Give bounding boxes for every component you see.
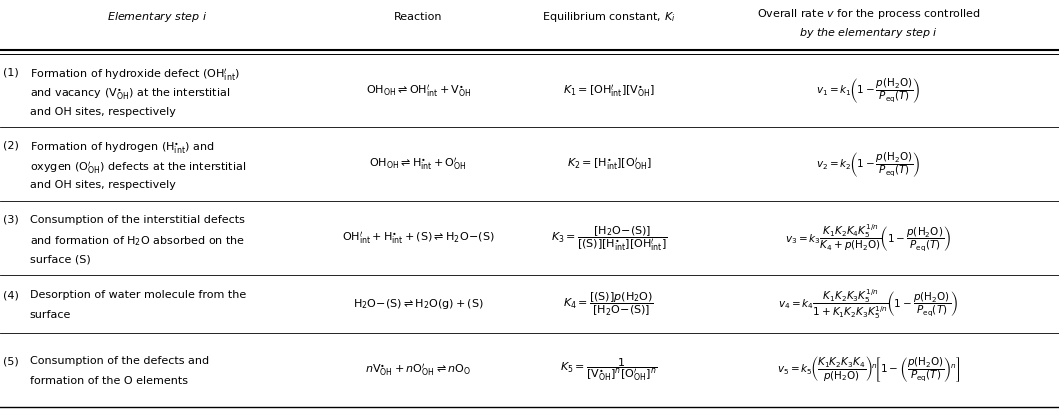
Text: Consumption of the defects and: Consumption of the defects and	[30, 356, 209, 366]
Text: $\mathrm{OH^{\prime}_{int} + H^{\bullet}_{int} + (S) \rightleftharpoons H_2O\!-\: $\mathrm{OH^{\prime}_{int} + H^{\bullet}…	[342, 231, 495, 246]
Text: surface: surface	[30, 310, 71, 320]
Text: Overall rate $v$ for the process controlled: Overall rate $v$ for the process control…	[756, 7, 981, 21]
Text: Formation of hydrogen ($\mathrm{H^{\bullet}_{int}}$) and: Formation of hydrogen ($\mathrm{H^{\bull…	[30, 141, 214, 156]
Text: Elementary step $i$: Elementary step $i$	[107, 10, 207, 24]
Text: $v_2 = k_2\!\left(1 - \dfrac{p(\mathrm{H_2O})}{P_{\mathrm{eq}}(T)}\right)$: $v_2 = k_2\!\left(1 - \dfrac{p(\mathrm{H…	[816, 150, 920, 179]
Text: $\mathrm{H_2O\!-\!(S) \rightleftharpoons H_2O(g) + (S)}$: $\mathrm{H_2O\!-\!(S) \rightleftharpoons…	[353, 297, 484, 311]
Text: (4): (4)	[3, 290, 19, 300]
Text: Formation of hydroxide defect ($\mathrm{OH^{\prime}_{int}}$): Formation of hydroxide defect ($\mathrm{…	[30, 67, 239, 83]
Text: and OH sites, respectively: and OH sites, respectively	[30, 106, 176, 117]
Text: (2): (2)	[3, 141, 19, 151]
Text: $v_3 = k_3\dfrac{K_1 K_2 K_4 K_5^{1/n}}{K_4 + p(\mathrm{H_2O})}\!\left(1 - \dfra: $v_3 = k_3\dfrac{K_1 K_2 K_4 K_5^{1/n}}{…	[786, 223, 951, 254]
Text: (5): (5)	[3, 356, 19, 366]
Text: and formation of $\mathrm{H_2O}$ absorbed on the: and formation of $\mathrm{H_2O}$ absorbe…	[30, 234, 245, 248]
Text: oxygen ($\mathrm{O^{\prime}_{OH}}$) defects at the interstitial: oxygen ($\mathrm{O^{\prime}_{OH}}$) defe…	[30, 160, 246, 176]
Text: $v_4 = k_4\dfrac{K_1 K_2 K_3 K_5^{1/n}}{1 + K_1 K_2 K_3 K_5^{1/n}}\!\left(1 - \d: $v_4 = k_4\dfrac{K_1 K_2 K_3 K_5^{1/n}}{…	[778, 287, 958, 321]
Text: $\mathrm{OH_{OH} \rightleftharpoons OH^{\prime}_{int} + V^{\bullet}_{OH}}$: $\mathrm{OH_{OH} \rightleftharpoons OH^{…	[365, 83, 471, 99]
Text: $K_5 = \dfrac{1}{[\mathrm{V^{\bullet}_{OH}}]^n[\mathrm{O^{\prime}_{OH}}]^n}$: $K_5 = \dfrac{1}{[\mathrm{V^{\bullet}_{O…	[560, 356, 658, 383]
Text: and vacancy ($\mathrm{V^{\bullet}_{OH}}$) at the interstitial: and vacancy ($\mathrm{V^{\bullet}_{OH}}$…	[30, 87, 230, 102]
Text: $v_5 = k_5\!\left(\dfrac{K_1 K_2 K_3 K_4}{p(\mathrm{H_2O})}\right)^{\!n}\!\left[: $v_5 = k_5\!\left(\dfrac{K_1 K_2 K_3 K_4…	[776, 355, 961, 385]
Text: surface (S): surface (S)	[30, 254, 90, 264]
Text: $n\mathrm{V^{\bullet}_{OH}} + n\mathrm{O^{\prime}_{OH}} \rightleftharpoons n\mat: $n\mathrm{V^{\bullet}_{OH}} + n\mathrm{O…	[365, 362, 471, 378]
Text: $K_2 = [\mathrm{H^{\bullet}_{int}}][\mathrm{O^{\prime}_{OH}}]$: $K_2 = [\mathrm{H^{\bullet}_{int}}][\mat…	[567, 157, 651, 172]
Text: $K_4 = \dfrac{[(\mathrm{S})]p(\mathrm{H_2O})}{[\mathrm{H_2O\!-\!(S)}]}$: $K_4 = \dfrac{[(\mathrm{S})]p(\mathrm{H_…	[563, 291, 654, 318]
Text: Reaction: Reaction	[394, 12, 443, 22]
Text: $K_3 = \dfrac{[\mathrm{H_2O\!-\!(S)}]}{[(\mathrm{S})][\mathrm{H^{\bullet}_{int}}: $K_3 = \dfrac{[\mathrm{H_2O\!-\!(S)}]}{[…	[551, 224, 667, 253]
Text: $K_1 = [\mathrm{OH^{\prime}_{int}}][\mathrm{V^{\bullet}_{OH}}]$: $K_1 = [\mathrm{OH^{\prime}_{int}}][\mat…	[562, 83, 656, 99]
Text: formation of the O elements: formation of the O elements	[30, 376, 187, 386]
Text: Desorption of water molecule from the: Desorption of water molecule from the	[30, 290, 246, 300]
Text: (1): (1)	[3, 67, 19, 77]
Text: and OH sites, respectively: and OH sites, respectively	[30, 180, 176, 190]
Text: by the elementary step $i$: by the elementary step $i$	[798, 26, 938, 40]
Text: $\mathrm{OH_{OH} \rightleftharpoons H^{\bullet}_{int} + O^{\prime}_{OH}}$: $\mathrm{OH_{OH} \rightleftharpoons H^{\…	[370, 157, 467, 172]
Text: (3): (3)	[3, 215, 19, 225]
Text: Consumption of the interstitial defects: Consumption of the interstitial defects	[30, 215, 245, 225]
Text: Equilibrium constant, $K_i$: Equilibrium constant, $K_i$	[542, 10, 676, 24]
Text: $v_1 = k_1\!\left(1 - \dfrac{p(\mathrm{H_2O})}{P_{\mathrm{eq}}(T)}\right)$: $v_1 = k_1\!\left(1 - \dfrac{p(\mathrm{H…	[816, 76, 920, 105]
